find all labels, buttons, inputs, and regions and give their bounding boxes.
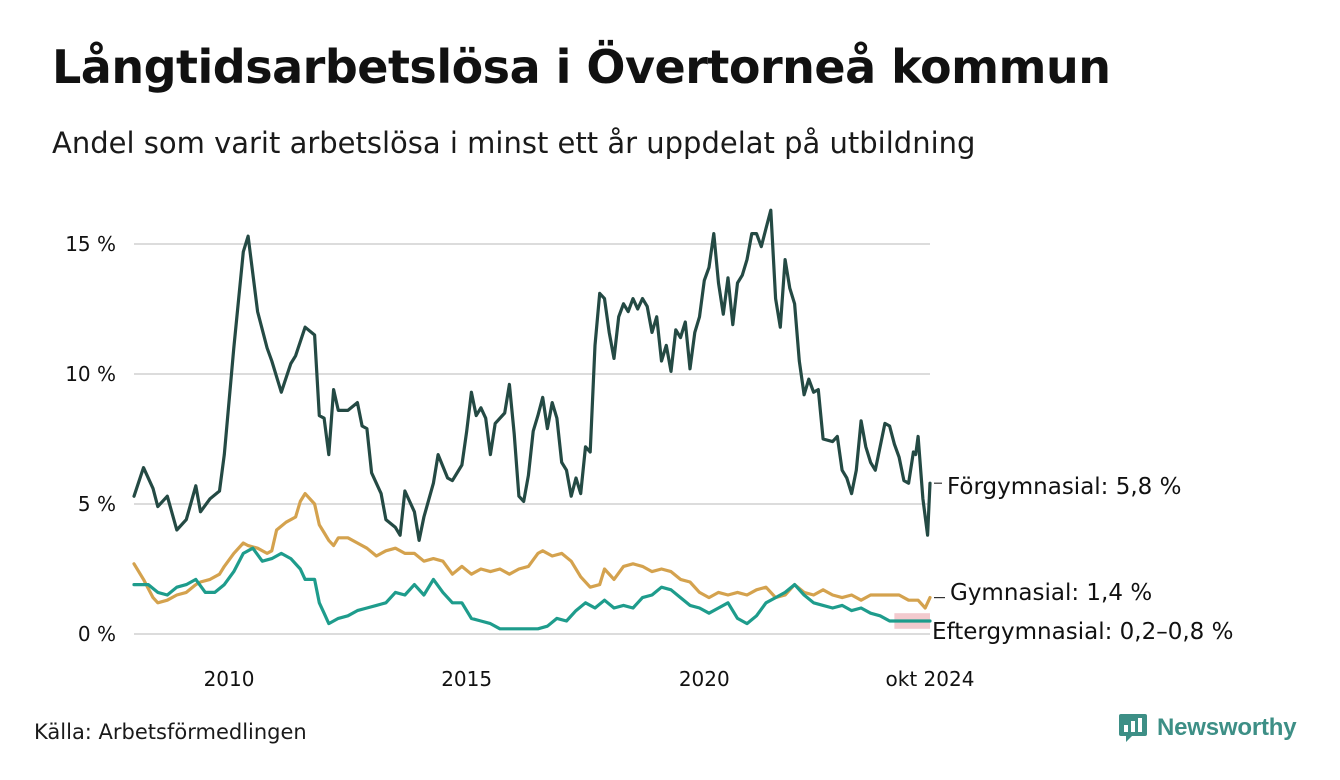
x-tick-label-2: 2020 xyxy=(679,667,730,691)
f-rgymnasial-label: Förgymnasial: 5,8 % xyxy=(947,474,1181,500)
eftergymnasial-line xyxy=(132,546,932,631)
y-axis: 0 % 5 % 10 % 15 % xyxy=(65,232,116,646)
series-lines xyxy=(132,208,932,631)
newsworthy-logo: Newsworthy xyxy=(1118,712,1297,744)
y-tick-label-0: 0 % xyxy=(78,622,116,646)
y-tick-label-15: 15 % xyxy=(65,232,116,256)
series-labels: Förgymnasial: 5,8 % Gymnasial: 1,4 % Efter… xyxy=(932,474,1233,645)
chart-subtitle: Andel som varit arbetslösa i minst ett å… xyxy=(52,126,976,160)
x-tick-label-3: okt 2024 xyxy=(886,667,975,691)
grid-lines xyxy=(134,243,930,635)
y-tick-label-5: 5 % xyxy=(78,492,116,516)
chart-title: Långtidsarbetslösa i Övertorneå kommun xyxy=(52,40,1111,94)
y-tick-label-10: 10 % xyxy=(65,362,116,386)
newsworthy-logo-text: Newsworthy xyxy=(1157,714,1297,741)
eftergymnasial-label: Eftergymnasial: 0,2–0,8 % xyxy=(932,619,1233,645)
x-tick-label-0: 2010 xyxy=(204,667,255,691)
f-rgymnasial-line xyxy=(132,208,932,542)
newsworthy-logo-icon xyxy=(1119,714,1147,742)
gymnasial-label: Gymnasial: 1,4 % xyxy=(950,580,1152,606)
source-note: Källa: Arbetsförmedlingen xyxy=(34,720,307,744)
x-axis: 2010 2015 2020 okt 2024 xyxy=(204,667,975,691)
x-tick-label-1: 2015 xyxy=(441,667,492,691)
